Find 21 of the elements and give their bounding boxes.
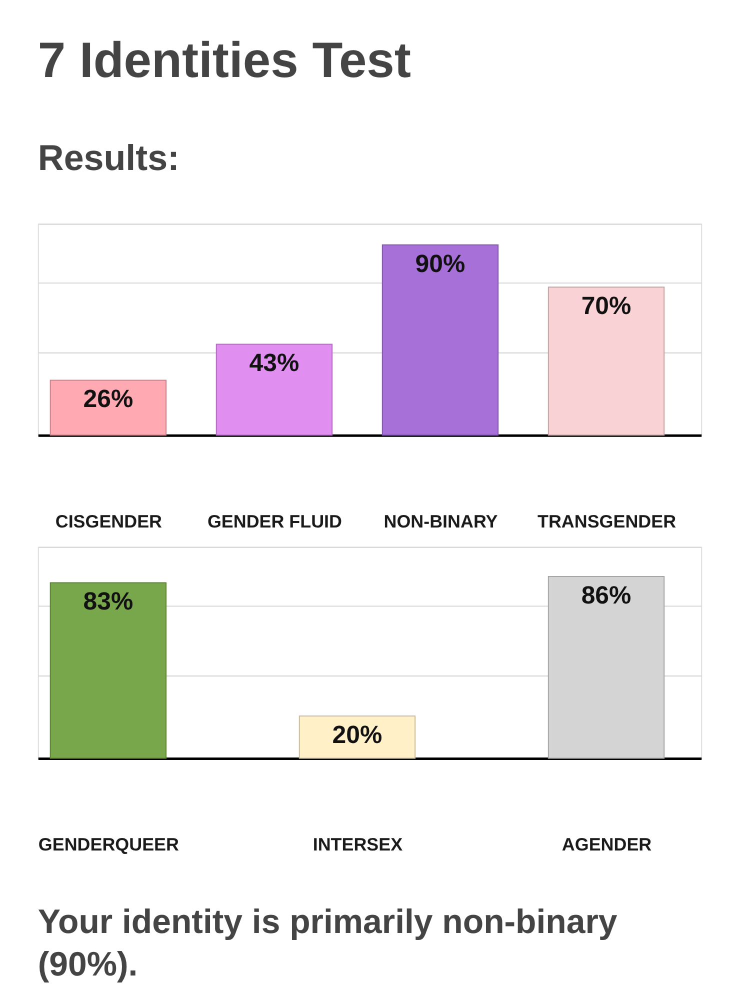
x-tick-label: CISGENDER xyxy=(55,511,162,532)
data-label: 43% xyxy=(249,349,300,378)
x-tick-label: INTERSEX xyxy=(312,834,403,855)
data-label: 26% xyxy=(83,385,134,414)
data-label: 90% xyxy=(415,250,466,278)
x-tick-label: NON-BINARY xyxy=(384,511,498,532)
chart-subtitle: Results: xyxy=(38,138,180,178)
x-tick-label: GENDER FLUID xyxy=(207,511,342,532)
x-tick-label: AGENDER xyxy=(562,834,652,855)
data-label: 70% xyxy=(581,292,632,320)
data-label: 86% xyxy=(581,581,632,610)
text: Your identity is primarily non-binary (90%). xyxy=(38,902,618,984)
data-label: 83% xyxy=(83,588,134,616)
bar xyxy=(50,380,167,436)
x-tick-label: TRANSGENDER xyxy=(537,511,676,532)
data-label: 20% xyxy=(332,720,382,749)
bar xyxy=(216,344,333,436)
chart-title: 7 Identities Test xyxy=(38,32,412,88)
bar xyxy=(548,286,665,436)
bar xyxy=(382,244,499,436)
x-tick-label: GENDERQUEER xyxy=(38,834,180,855)
